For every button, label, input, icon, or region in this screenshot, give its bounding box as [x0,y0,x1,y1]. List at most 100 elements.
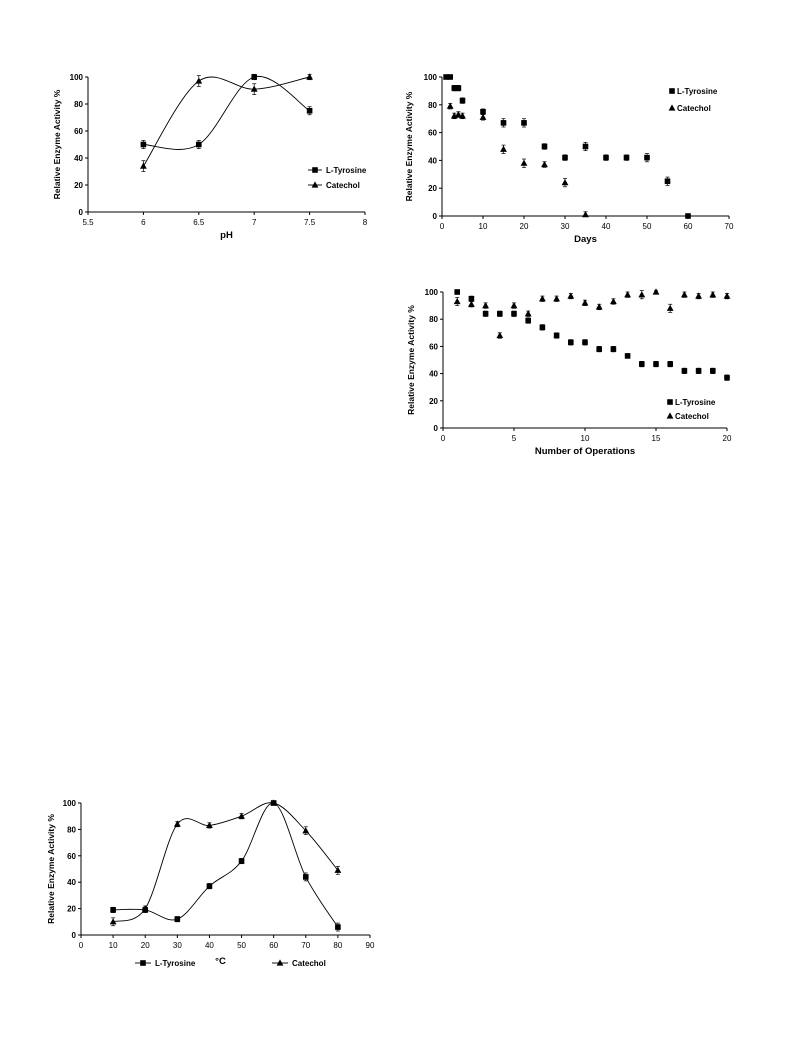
data-point [624,353,631,359]
series-line [113,802,339,928]
data-point [511,310,517,317]
legend-marker [666,412,674,419]
x-axis-title: °C [215,956,226,967]
y-tick-label: 40 [67,878,76,887]
data-point [206,821,213,829]
legend-label: L-Tyrosine [326,166,367,175]
y-tick-label: 0 [433,212,438,221]
series-line [112,802,339,923]
data-point [652,288,660,295]
y-axis-title: Relative Enzyme Activity % [406,305,416,415]
x-tick-label: 50 [237,941,246,950]
y-tick-label: 60 [428,129,437,138]
data-point [480,108,486,115]
x-tick-label: 50 [643,222,652,231]
x-tick-label: 20 [723,434,732,443]
legend-label: Catechol [326,181,360,190]
data-point [251,74,257,80]
data-point [582,143,589,150]
y-tick-label: 60 [74,127,83,136]
data-point [525,317,531,324]
x-tick-label: 40 [602,222,611,231]
data-point [335,924,341,930]
x-tick-label: 0 [440,222,445,231]
data-point [306,107,313,114]
x-tick-label: 60 [684,222,693,231]
y-tick-label: 0 [72,931,77,940]
data-point [723,292,731,299]
data-point [173,820,181,827]
x-tick-label: 30 [561,222,570,231]
y-tick-label: 20 [67,905,76,914]
y-tick-label: 100 [424,73,438,82]
chart-temperature: 0 10 20 30 40 50 60 70 80 90 0 20 40 60 80 100 Relative … [46,799,375,968]
series-catechol [453,288,731,339]
x-tick-label: 60 [269,941,278,950]
data-point [302,874,309,880]
y-tick-label: 20 [74,181,83,190]
legend-marker [669,88,675,94]
data-point [524,310,532,317]
data-point [709,291,717,298]
x-axis-title: Days [574,234,597,245]
data-point [482,310,489,317]
legend: L-Tyrosine Catechol [668,87,718,113]
y-tick-label: 0 [79,208,84,217]
data-point [510,302,518,309]
legend: L-Tyrosine Catechol [135,959,326,968]
x-tick-label: 10 [109,941,118,950]
legend-marker [140,960,146,966]
x-tick-label: 30 [173,941,182,950]
data-point [334,866,342,873]
data-point [459,97,466,104]
data-point [482,302,489,309]
data-point [446,102,454,109]
data-point [710,368,716,374]
series-line [143,76,310,167]
x-tick-label: 10 [479,222,488,231]
x-tick-label: 80 [333,941,342,950]
data-point [581,299,589,306]
y-tick-label: 0 [434,424,439,433]
data-point [520,159,528,166]
y-tick-label: 80 [67,825,76,834]
chart-days: 0 10 20 30 40 50 60 70 0 20 40 60 80 100 Relative Enzy… [404,73,734,245]
data-point [302,827,310,834]
x-tick-label: 20 [141,941,150,950]
data-point [195,77,203,84]
data-point [681,368,688,374]
series-l-tyrosine [110,800,341,932]
data-point [109,918,117,925]
x-tick-label: 5.5 [82,218,94,227]
data-point [455,85,462,91]
data-point [459,112,466,119]
data-point [610,297,617,305]
data-point [306,73,313,80]
legend-marker [312,167,318,173]
series-l-tyrosine [443,74,691,219]
series-catechol [446,102,589,218]
data-point [685,213,691,219]
data-point [562,154,568,161]
data-point [638,291,646,298]
data-point [541,160,548,168]
data-point [603,154,609,161]
y-axis-title: Relative Enzyme Activity % [46,814,56,924]
data-point [140,141,147,148]
data-point [500,145,507,152]
legend-marker [311,181,319,188]
data-point [624,291,631,298]
data-point [497,310,503,317]
data-point [443,74,449,80]
legend-label: Catechol [677,104,711,113]
y-tick-label: 80 [429,315,438,324]
x-tick-label: 90 [366,941,375,950]
data-point [270,799,278,806]
data-point [140,162,147,169]
data-point [455,110,462,118]
y-tick-label: 40 [429,370,438,379]
y-tick-label: 60 [67,852,76,861]
series-catechol [140,73,313,172]
data-point [582,339,588,346]
legend-label: L-Tyrosine [675,398,716,407]
